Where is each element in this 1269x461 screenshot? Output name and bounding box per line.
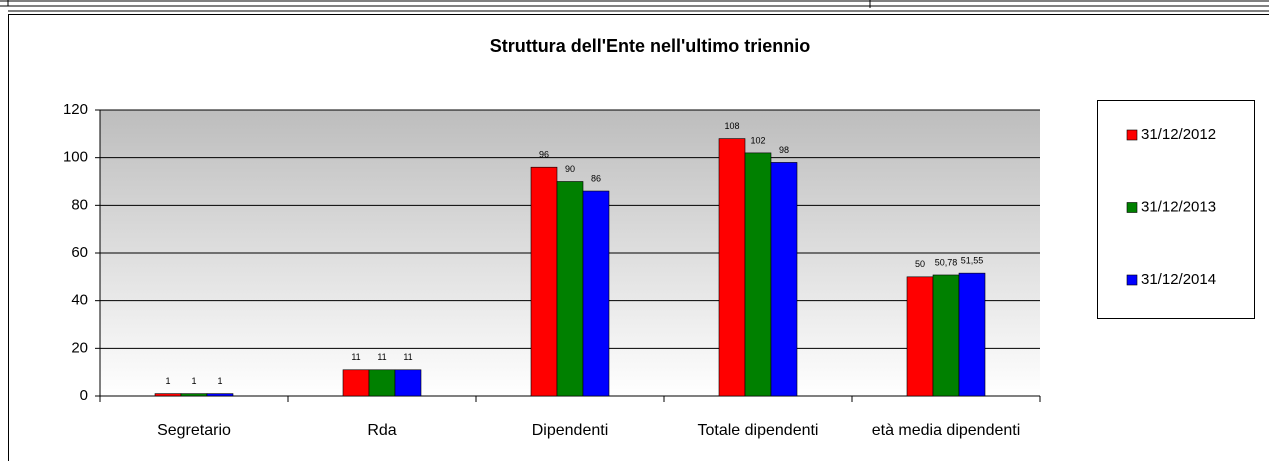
bar [530,166,558,397]
bar [744,152,772,397]
y-tick-label: 40 [71,292,88,309]
legend-swatch [1126,202,1138,213]
legend [1097,100,1255,319]
value-label: 98 [779,145,789,155]
bar [342,369,370,397]
value-label: 11 [351,352,360,362]
x-tick-label: Segretario [157,422,231,439]
bar [770,162,798,397]
value-label: 50,78 [935,257,958,267]
bar [582,190,610,397]
value-label: 1 [191,376,196,386]
y-tick-label: 20 [71,339,88,356]
legend-label: 31/12/2013 [1141,198,1216,215]
bar [906,276,934,397]
bar [958,272,986,397]
value-label: 1 [217,376,222,386]
bar [394,369,422,397]
value-label: 96 [539,150,549,160]
legend-swatch [1126,274,1138,286]
value-label: 108 [724,121,739,131]
bar [718,138,746,397]
x-tick-label: Dipendenti [531,422,609,439]
y-tick-label: 120 [63,101,88,118]
y-tick-label: 0 [80,387,88,404]
bar [206,393,234,397]
value-label: 51,55 [961,256,984,266]
x-tick-label: età media dipendenti [871,422,1021,439]
bar [368,369,396,397]
value-label: 90 [565,164,575,174]
bar [932,274,960,397]
y-tick-label: 60 [71,244,88,261]
value-label: 50 [915,259,925,269]
bar [154,393,182,397]
y-tick-label: 80 [71,196,88,213]
bar [556,181,584,397]
value-label: 1 [165,376,170,386]
value-label: 102 [750,135,765,145]
bar [180,393,208,397]
x-tick-label: Rda [367,422,397,439]
legend-swatch [1126,129,1138,141]
value-label: 86 [591,173,601,183]
value-label: 11 [403,352,412,362]
chart-title: Struttura dell'Ente nell'ultimo triennio [490,36,811,56]
legend-label: 31/12/2014 [1141,271,1216,288]
x-tick-label: Totale dipendenti [697,422,819,439]
value-label: 11 [377,352,386,362]
y-tick-label: 100 [63,149,88,166]
legend-label: 31/12/2012 [1141,126,1216,143]
